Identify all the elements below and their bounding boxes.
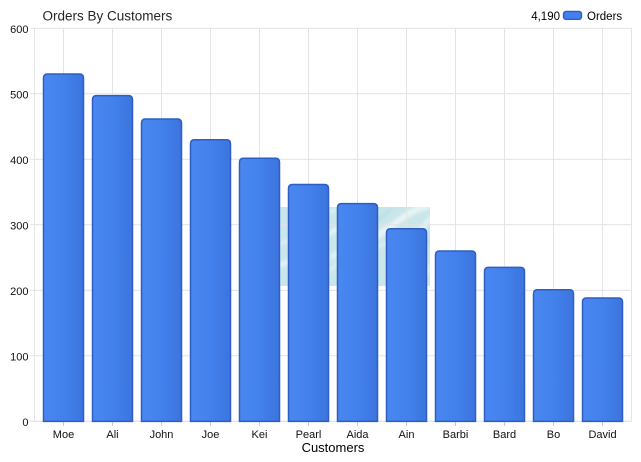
svg-text:Aida: Aida <box>346 429 369 441</box>
svg-text:Orders: Orders <box>587 11 622 23</box>
svg-text:David: David <box>588 429 616 441</box>
svg-text:Bo: Bo <box>547 429 560 441</box>
svg-text:4,190: 4,190 <box>531 11 560 23</box>
svg-text:300: 300 <box>10 220 28 232</box>
svg-text:John: John <box>150 429 174 441</box>
svg-text:Moe: Moe <box>53 429 74 441</box>
svg-text:500: 500 <box>10 89 28 101</box>
svg-text:Kei: Kei <box>252 429 268 441</box>
svg-text:Barbi: Barbi <box>443 429 469 441</box>
svg-text:200: 200 <box>10 286 28 298</box>
svg-text:Customers: Customers <box>302 440 365 455</box>
svg-text:0: 0 <box>22 417 28 429</box>
svg-text:Bard: Bard <box>493 429 516 441</box>
svg-text:Orders By Customers: Orders By Customers <box>43 9 173 24</box>
svg-text:600: 600 <box>10 24 28 36</box>
svg-text:Ain: Ain <box>399 429 415 441</box>
svg-text:100: 100 <box>10 351 28 363</box>
svg-text:Pearl: Pearl <box>296 429 322 441</box>
svg-text:Ali: Ali <box>106 429 118 441</box>
svg-text:Joe: Joe <box>202 429 220 441</box>
svg-text:400: 400 <box>10 155 28 167</box>
